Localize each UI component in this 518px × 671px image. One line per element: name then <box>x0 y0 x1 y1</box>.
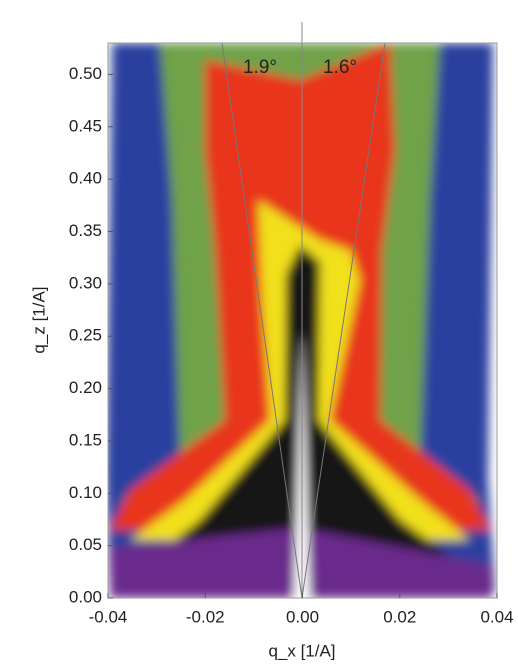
annotation: 1.6° <box>323 57 357 78</box>
y-tick-label: 0.20 <box>69 378 102 397</box>
y-tick-label: 0.50 <box>69 64 102 83</box>
x-tick-label: -0.02 <box>186 607 225 626</box>
annotation: 1.9° <box>243 57 277 78</box>
y-tick-label: 0.35 <box>69 221 102 240</box>
x-axis-label: q_x [1/A] <box>268 641 335 660</box>
x-tick-label: 0.04 <box>480 607 513 626</box>
y-axis-label: q_z [1/A] <box>29 286 48 353</box>
y-tick-label: 0.00 <box>69 587 102 606</box>
y-tick-label: 0.40 <box>69 169 102 188</box>
y-tick-label: 0.30 <box>69 273 102 292</box>
y-tick-label: 0.45 <box>69 116 102 135</box>
y-tick-label: 0.15 <box>69 430 102 449</box>
angle-line <box>221 42 303 599</box>
x-tick-label: 0.00 <box>286 607 319 626</box>
x-tick-label: 0.02 <box>383 607 416 626</box>
y-tick-label: 0.05 <box>69 535 102 554</box>
y-tick-label: 0.10 <box>69 483 102 502</box>
x-tick-label: -0.04 <box>89 607 128 626</box>
angle-line <box>301 42 386 599</box>
y-tick-label: 0.25 <box>69 326 102 345</box>
intensity-map <box>108 43 495 598</box>
